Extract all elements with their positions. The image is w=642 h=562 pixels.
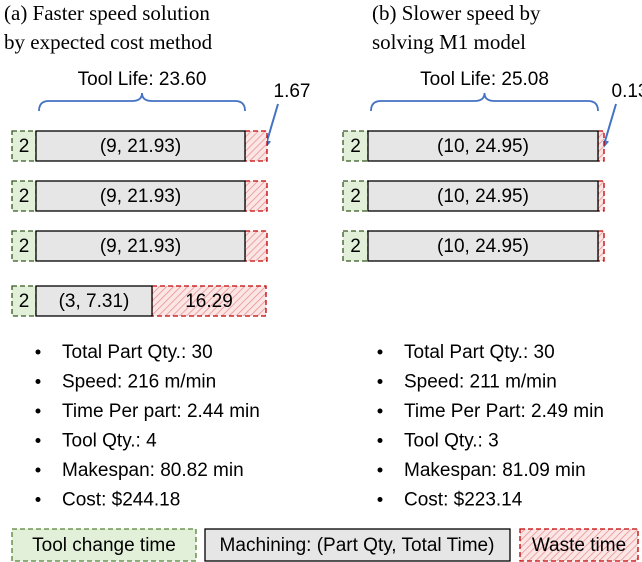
bullet-text: Cost: $244.18 [62,490,180,511]
machining-label: (9, 21.93) [100,236,181,257]
machining-box [367,130,599,162]
bullet-text: Tool Qty.: 4 [62,431,157,452]
machining-box [35,230,246,262]
bullet-dot [35,408,41,414]
bullet-dot [35,467,41,473]
panel-title: solving M1 model [372,30,526,54]
bullet-dot [35,497,41,502]
waste-callout: 1.67 [274,81,311,102]
bullet-dot [377,379,383,384]
machining-label: (9, 21.93) [100,136,181,157]
waste-label: 16.29 [185,291,233,312]
machining-box [367,180,599,212]
tool-change-box [11,285,37,317]
tool-life-label: Tool Life: 25.08 [420,69,549,90]
bullet-text: Total Part Qty.: 30 [62,342,213,363]
panel-title: by expected cost method [4,30,213,54]
machining-label: (9, 21.93) [100,186,181,207]
waste-callout: 0.13 [612,81,642,102]
bullet-text: Speed: 216 m/min [62,372,216,393]
tool-change-box [11,130,37,162]
bullet-dot [377,438,383,443]
tool-life-label: Tool Life: 23.60 [78,69,207,90]
panel-title: (b) Slower speed by [372,1,541,25]
waste-box [151,285,267,317]
machining-box [35,180,246,212]
panel-title: (a) Faster speed solution [4,1,210,25]
tool-change-box [11,230,37,262]
bullet-text: Speed: 211 m/min [404,372,557,393]
bullet-dot [35,438,41,443]
legend-change: Tool change time [32,535,176,556]
machining-label: (10, 24.95) [437,236,529,257]
tool-change-label: 2 [350,236,361,257]
tool-change-label: 2 [19,186,30,207]
callout-arrow [601,103,617,149]
tool-change-label: 2 [350,186,361,207]
legend-machining: Machining: (Part Qty, Total Time) [220,535,495,556]
machining-label: (10, 24.95) [437,186,529,207]
tool-life-brace [38,92,246,112]
legend-waste: Waste time [532,535,626,556]
bullet-dot [35,379,41,384]
bullet-dot [377,467,383,473]
machining-label: (3, 7.31) [59,291,130,312]
tool-change-label: 2 [19,136,30,157]
bullet-dot [377,408,383,414]
tool-life-brace [370,92,599,112]
callout-arrow [263,103,279,149]
tool-change-label: 2 [19,291,30,312]
machining-label: (10, 24.95) [437,136,529,157]
bullet-text: Time Per part: 2.44 min [62,401,260,422]
bullet-text: Makespan: 80.82 min [62,460,244,481]
bullet-text: Tool Qty.: 3 [404,431,499,452]
machining-box [35,285,153,317]
tool-change-box [342,180,369,212]
waste-box [244,130,268,162]
bullet-dot [377,349,383,355]
machining-box [35,130,246,162]
bullet-dot [377,497,383,502]
bullet-dot [35,349,41,355]
machining-box [367,230,599,262]
legend-machining-box [204,528,511,562]
tool-change-label: 2 [19,236,30,257]
waste-box [244,230,268,262]
tool-change-box [11,180,37,212]
legend: Tool change time Machining: (Part Qty, T… [11,528,639,562]
waste-box [597,230,605,262]
legend-change-box [11,528,197,562]
bullet-text: Makespan: 81.09 min [404,460,586,481]
bullet-text: Time Per Part: 2.49 min [404,401,604,422]
waste-box [597,180,605,212]
bullet-text: Cost: $223.14 [404,490,523,511]
bullet-text: Total Part Qty.: 30 [404,342,555,363]
tool-change-label: 2 [350,136,361,157]
tool-change-box [342,130,369,162]
legend-waste-box [519,528,639,562]
waste-box [244,180,268,212]
waste-box [597,130,605,162]
